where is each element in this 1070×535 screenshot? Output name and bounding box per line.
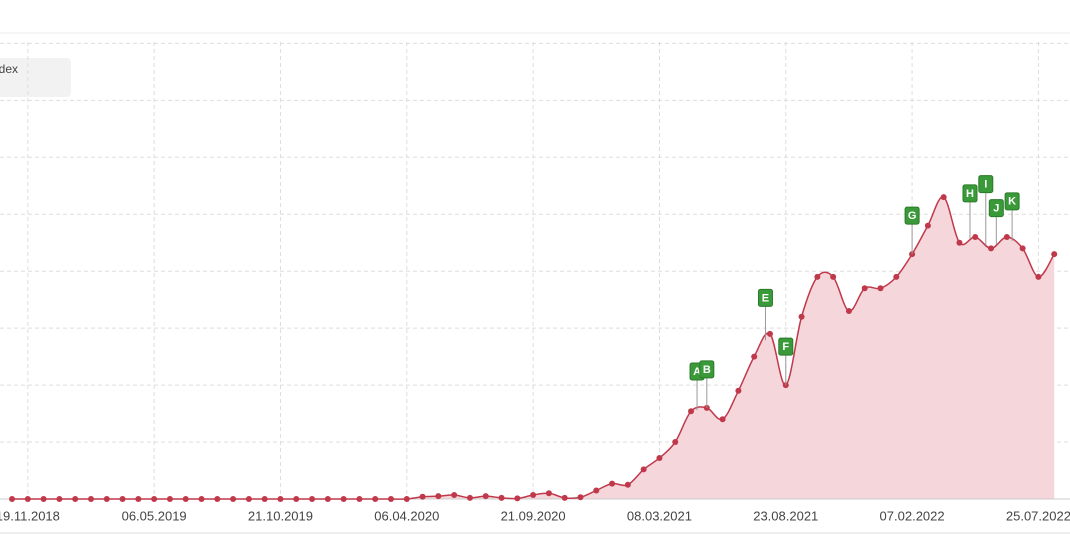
point	[1051, 251, 1058, 258]
point	[340, 496, 347, 502]
annotation-label: J	[993, 203, 999, 215]
annotation-label: I	[984, 179, 987, 191]
point	[403, 496, 410, 502]
point	[72, 496, 79, 502]
point	[893, 273, 900, 280]
point	[198, 496, 205, 502]
x-tick-label: 25.07.2022	[1006, 508, 1070, 523]
point	[751, 353, 758, 360]
point	[845, 308, 852, 315]
point	[940, 194, 947, 201]
point	[798, 313, 805, 320]
annotation-flag	[757, 288, 773, 307]
point	[24, 496, 31, 502]
annotation-label: G	[908, 210, 917, 222]
point	[766, 330, 773, 337]
point	[466, 494, 473, 501]
point	[261, 496, 268, 502]
point	[103, 496, 110, 502]
point	[861, 285, 868, 292]
point	[1019, 245, 1026, 252]
point	[830, 273, 837, 280]
x-tick-label: 21.09.2020	[501, 508, 566, 523]
point	[166, 496, 173, 502]
point	[624, 481, 631, 488]
annotation-flag	[778, 337, 794, 356]
point	[514, 495, 521, 502]
point	[372, 496, 379, 502]
point	[482, 493, 489, 500]
annotation-flag	[904, 206, 920, 225]
point	[924, 222, 931, 229]
point	[672, 439, 679, 446]
point	[656, 454, 663, 461]
annotation-flag	[699, 360, 715, 379]
point	[293, 496, 300, 502]
point	[9, 496, 16, 502]
annotation-flag	[978, 175, 994, 194]
point	[135, 496, 142, 502]
annotation-label: H	[966, 188, 974, 200]
point	[877, 285, 884, 292]
annotation-flag	[988, 199, 1004, 218]
point	[530, 492, 537, 499]
annotation-label: B	[703, 364, 711, 376]
point	[309, 496, 316, 502]
point	[561, 494, 568, 501]
annotation-flag	[962, 184, 978, 203]
point	[388, 496, 395, 502]
annotation-label: A	[693, 366, 701, 378]
annotation-label: K	[1008, 196, 1016, 208]
annotation-flag	[1004, 192, 1020, 211]
point	[40, 496, 47, 502]
x-tick-label: 08.03.2021	[627, 508, 692, 523]
x-tick-label: 19.11.2018	[0, 508, 60, 523]
legend-box	[0, 58, 71, 97]
point	[577, 494, 584, 501]
point	[1003, 234, 1010, 241]
point	[640, 466, 647, 473]
point	[182, 496, 189, 502]
point	[435, 493, 442, 500]
x-tick-label: 21.10.2019	[248, 508, 313, 523]
point	[56, 496, 63, 502]
area	[12, 196, 1055, 500]
point	[545, 490, 552, 497]
point	[956, 239, 963, 246]
point	[230, 496, 237, 502]
point	[988, 245, 995, 252]
point	[87, 496, 94, 502]
point	[593, 487, 600, 494]
x-tick-label: 23.08.2021	[753, 508, 818, 523]
x-tick-label: 06.04.2020	[374, 508, 439, 523]
legend-label: Visibility Index	[0, 62, 18, 76]
point	[119, 496, 126, 502]
point	[419, 493, 426, 500]
point	[214, 496, 221, 502]
point	[814, 273, 821, 280]
point	[735, 387, 742, 394]
annotation-label: F	[782, 341, 789, 353]
point	[1035, 273, 1042, 280]
point	[245, 496, 252, 502]
point	[151, 496, 158, 502]
point	[356, 496, 363, 502]
x-tick-label: 06.05.2019	[122, 508, 187, 523]
point	[688, 408, 695, 415]
x-tick-label: 07.02.2022	[880, 508, 945, 523]
point	[609, 480, 616, 487]
point	[451, 492, 458, 499]
point	[277, 496, 284, 502]
point	[719, 416, 726, 423]
point	[498, 494, 505, 501]
annotation-label: E	[762, 292, 769, 304]
point	[324, 496, 331, 502]
point	[972, 234, 979, 241]
